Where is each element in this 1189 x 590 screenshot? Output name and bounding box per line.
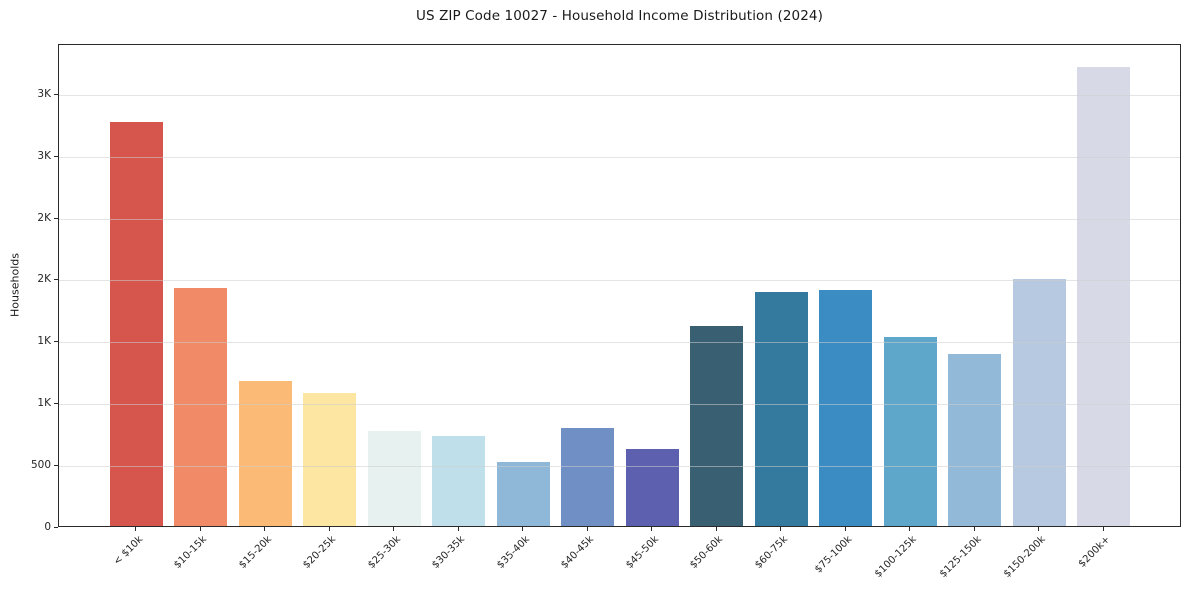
x-tick-mark: [522, 527, 523, 531]
x-tick-mark: [1102, 527, 1104, 531]
bar-200k: [1077, 66, 1130, 526]
x-tick-label: $200k+: [1076, 534, 1113, 570]
gridline: [59, 404, 1180, 406]
y-tick-mark: [54, 279, 58, 281]
y-tick-label: 2K: [37, 273, 51, 286]
gridline: [59, 94, 1180, 96]
y-tick-label: 3K: [37, 149, 51, 162]
plot-area: [58, 44, 1181, 527]
x-tick-mark: [586, 527, 588, 531]
y-tick-label: 500: [30, 459, 51, 472]
bar-125-150k: [948, 354, 1001, 526]
bar-15-20k: [238, 380, 292, 526]
x-tick-label: $10-15k: [172, 534, 210, 571]
y-tick-mark: [54, 527, 58, 528]
x-tick-mark: [264, 527, 265, 531]
bar-40-45k: [561, 427, 614, 526]
x-tick-label: $60-75k: [752, 534, 790, 571]
gridline: [59, 280, 1180, 282]
bar-10k: [109, 121, 163, 526]
x-tick-mark: [844, 527, 846, 531]
gridline: [59, 466, 1180, 468]
x-tick-label: $50-60k: [688, 534, 726, 571]
y-tick-mark: [54, 403, 58, 405]
bar-50-60k: [690, 325, 743, 526]
x-tick-mark: [973, 527, 975, 531]
x-tick-mark: [651, 527, 652, 531]
x-tick-label: $15-20k: [236, 534, 274, 571]
y-tick-mark: [54, 93, 58, 95]
x-tick-label: < $10k: [111, 534, 145, 568]
bar-35-40k: [496, 461, 550, 526]
bar-25-30k: [367, 431, 421, 526]
x-tick-mark: [715, 527, 717, 531]
y-tick-mark: [54, 217, 58, 219]
y-tick-label: 3K: [37, 87, 51, 100]
bar-150-200k: [1012, 278, 1066, 526]
x-tick-mark: [457, 527, 459, 531]
gridline: [59, 218, 1180, 220]
x-tick-label: $45-50k: [623, 534, 661, 571]
x-tick-label: $20-25k: [301, 534, 339, 571]
x-tick-mark: [135, 527, 136, 531]
x-tick-mark: [780, 527, 781, 531]
bar-30-35k: [432, 435, 485, 526]
x-tick-mark: [1038, 527, 1039, 531]
y-tick-mark: [54, 341, 58, 343]
x-tick-label: $150-200k: [1001, 534, 1048, 580]
bar-60-75k: [754, 292, 808, 526]
x-tick-mark: [328, 527, 330, 531]
x-tick-label: $35-40k: [494, 534, 532, 571]
bar-45-50k: [625, 449, 679, 526]
y-tick-label: 1K: [37, 335, 51, 348]
x-tick-mark: [199, 527, 201, 531]
gridline: [59, 342, 1180, 344]
bar-20-25k: [303, 392, 356, 526]
y-tick-label: 1K: [37, 397, 51, 410]
x-tick-label: $40-45k: [559, 534, 597, 571]
x-tick-label: $75-100k: [812, 534, 855, 576]
chart-title: US ZIP Code 10027 - Household Income Dis…: [416, 8, 823, 24]
x-tick-label: $30-35k: [430, 534, 468, 571]
y-tick-mark: [54, 465, 58, 467]
x-tick-mark: [909, 527, 910, 531]
x-tick-label: $125-150k: [937, 534, 984, 580]
x-tick-label: $100-125k: [872, 534, 919, 580]
gridline: [59, 156, 1180, 158]
bar-10-15k: [174, 287, 227, 526]
y-tick-label: 2K: [37, 211, 51, 224]
bar-75-100k: [819, 290, 872, 526]
bar-100-125k: [883, 337, 937, 526]
x-tick-mark: [393, 527, 394, 531]
y-tick-label: 0: [44, 521, 51, 533]
x-tick-label: $25-30k: [365, 534, 403, 571]
y-tick-mark: [54, 155, 58, 157]
